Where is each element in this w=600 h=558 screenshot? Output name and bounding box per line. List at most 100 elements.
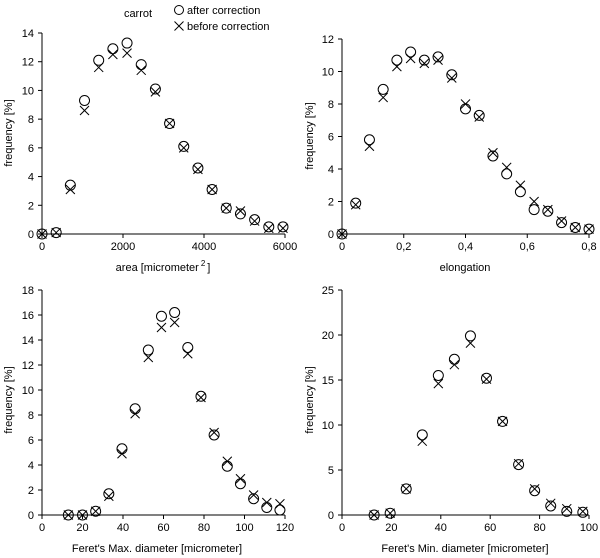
chart4-point-before-correction — [433, 378, 444, 389]
chart2-point-before-correction — [433, 55, 443, 65]
chart3-x-tick-label: 60 — [157, 522, 169, 534]
chart3-point-before-correction — [156, 322, 167, 333]
chart1-point-after-correction — [135, 59, 147, 71]
chart1-legend: after correction before correction — [174, 5, 270, 33]
chart1-point-after-correction — [234, 208, 246, 220]
chart2-xlabel: elongation — [440, 262, 491, 274]
chart2-point-before-correction — [337, 229, 347, 239]
chart4-y-tick-label: 15 — [322, 375, 334, 387]
chart2-point-after-correction — [446, 69, 458, 81]
chart1-point-after-correction — [36, 228, 48, 240]
chart2-point-after-correction — [514, 186, 526, 198]
chart3-point-after-correction — [195, 390, 207, 402]
chart3-y-tick-label: 16 — [22, 310, 34, 322]
chart4-plot: 0 20 40 60 80 100 0 5 10 15 20 25 — [322, 285, 598, 534]
chart2-point-after-correction — [377, 83, 389, 95]
chart1-point-after-correction — [50, 227, 62, 239]
chart3-y-tick-label: 10 — [22, 385, 34, 397]
chart4-y-tick-label: 5 — [328, 465, 334, 477]
chart2-point-after-correction — [556, 217, 568, 229]
chart3-point-before-correction — [117, 448, 127, 459]
chart2-point-before-correction — [515, 180, 526, 191]
chart1-point-after-correction — [107, 43, 119, 55]
chart4-point-before-correction — [369, 510, 379, 520]
chart2-point-before-correction — [570, 222, 581, 233]
chart1-point-before-correction — [93, 62, 104, 73]
chart2-y-tick-label: 8 — [328, 99, 334, 111]
chart1-point-before-correction — [37, 229, 47, 239]
chart4-point-before-correction — [465, 338, 476, 348]
chart2-y-tick-label: 6 — [328, 132, 334, 144]
chart3-point-after-correction — [261, 502, 273, 513]
chart4-point-before-correction — [417, 436, 428, 447]
chart3-point-before-correction — [222, 456, 233, 467]
chart4-x-tick-label: 40 — [435, 522, 447, 534]
chart4-point-after-correction — [513, 459, 525, 471]
chart3-point-after-correction — [234, 478, 246, 490]
chart2-point-before-correction — [529, 196, 539, 207]
chart2-point-after-correction — [432, 51, 444, 63]
chart4-point-before-correction — [497, 416, 508, 427]
chart2-point-before-correction — [501, 162, 512, 173]
chart4-x-tick-label: 80 — [533, 522, 545, 534]
chart3-point-before-correction — [130, 408, 141, 419]
chart1-y-tick-label: 6 — [28, 143, 34, 155]
chart4-point-after-correction — [577, 506, 589, 518]
chart3-point-after-correction — [221, 460, 233, 472]
chart4-point-after-correction — [464, 330, 476, 342]
chart2-point-before-correction — [405, 53, 416, 64]
chart3-point-before-correction — [196, 392, 206, 403]
chart3-y-tick-label: 0 — [28, 510, 34, 522]
chart2-point-before-correction — [350, 199, 361, 210]
chart3-point-before-correction — [209, 427, 219, 438]
chart1-point-before-correction — [65, 184, 76, 195]
chart4-point-before-correction — [529, 484, 540, 494]
chart2-point-after-correction — [418, 54, 430, 66]
chart2-point-before-correction — [460, 99, 471, 109]
chart1-plot: 0 2000 4000 6000 0 2 4 6 8 10 12 14 — [22, 28, 297, 253]
chart4-point-after-correction — [497, 415, 509, 427]
chart1-point-before-correction — [108, 49, 118, 60]
chart1-point-after-correction — [149, 83, 161, 95]
chart3-point-after-correction — [103, 488, 115, 500]
chart1-title: carrot — [124, 8, 152, 20]
chart3-point-after-correction — [77, 509, 88, 521]
chart3-y-tick-label: 18 — [22, 285, 34, 297]
chart1-point-after-correction — [277, 221, 289, 233]
chart1-xlabel: area [micrometer 2] — [116, 259, 211, 274]
chart1-point-before-correction — [263, 223, 274, 234]
chart3-x-tick-label: 120 — [276, 522, 294, 534]
chart4-x-tick-label: 60 — [484, 522, 496, 534]
chart2-point-after-correction — [363, 134, 375, 146]
chart4-point-after-correction — [529, 485, 541, 497]
chart4-point-after-correction — [400, 483, 412, 495]
chart1-point-before-correction — [178, 143, 189, 153]
chart2-point-before-correction — [378, 92, 389, 103]
chart3-point-after-correction — [142, 344, 154, 356]
chart3-x-tick-label: 20 — [76, 522, 88, 534]
legend-circle-marker — [174, 5, 184, 15]
chart2-plot: 0 0,2 0,4 0,6 0,8 0 2 4 6 8 10 12 — [322, 34, 597, 253]
chart4-point-before-correction — [513, 458, 524, 469]
chart2-point-after-correction — [569, 222, 581, 233]
chart3-point-before-correction — [182, 348, 193, 359]
chart2-ylabel: frequency [%] — [304, 102, 316, 169]
chart2-x-tick-label: 0,6 — [520, 241, 535, 253]
chart1-x-tick-label: 4000 — [192, 241, 216, 253]
chart1-y-tick-label: 8 — [28, 114, 34, 126]
chart1-point-after-correction — [93, 54, 105, 66]
chart3-point-after-correction — [62, 509, 74, 521]
chart3-xlabel: Feret's Max. diameter [micrometer] — [72, 543, 242, 555]
chart4-point-after-correction — [368, 509, 380, 521]
chart2-y-tick-label: 4 — [328, 164, 334, 176]
chart4-x-tick-label: 100 — [580, 522, 598, 534]
chart1-y-tick-label: 12 — [22, 57, 34, 69]
chart2-point-before-correction — [446, 73, 457, 83]
chart3-point-after-correction — [208, 429, 220, 441]
chart4-xlabel: Feret's Min. diameter [micrometer] — [381, 543, 548, 555]
chart1-point-after-correction — [263, 221, 275, 233]
chart2-point-after-correction — [542, 205, 554, 217]
chart4-point-before-correction — [545, 498, 556, 509]
chart3-point-after-correction — [155, 310, 167, 322]
